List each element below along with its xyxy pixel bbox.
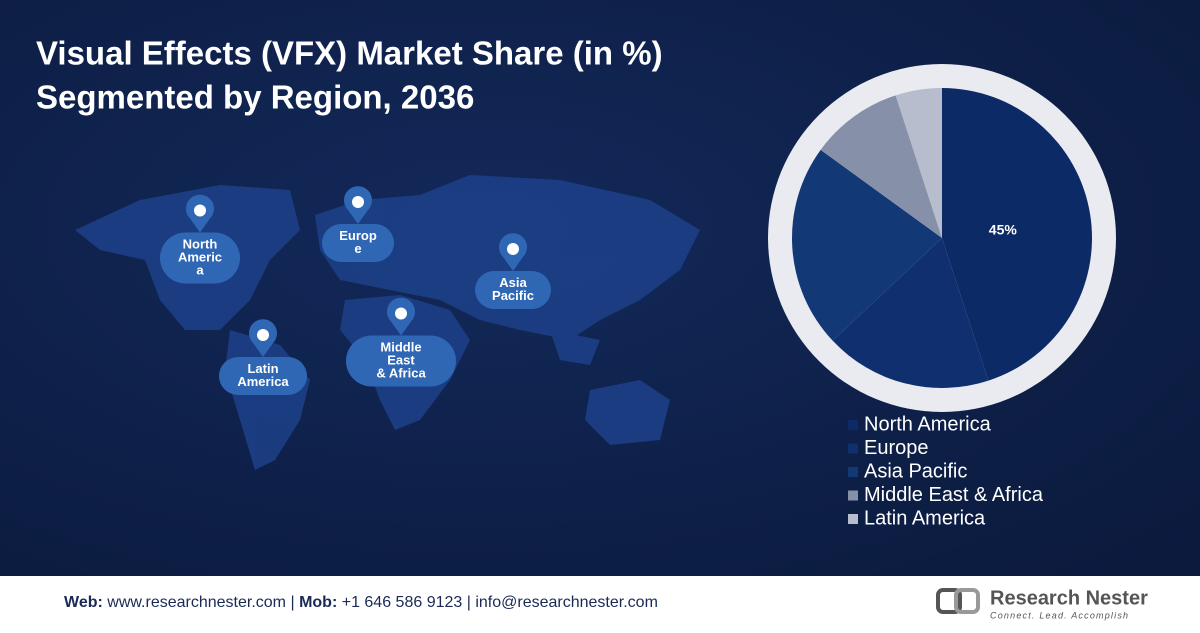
- title: Visual Effects (VFX) Market Share (in %): [36, 35, 663, 72]
- map-pin-dot: [395, 307, 407, 320]
- footer-contact: Web: www.researchnester.com | Mob: +1 64…: [64, 594, 658, 611]
- map-label-text: & Africa: [376, 365, 426, 380]
- map-label-text: a: [196, 262, 204, 277]
- map-label-box: [322, 224, 394, 262]
- logo-icon: [936, 588, 962, 614]
- legend-label: Latin America: [864, 507, 986, 529]
- map-pin-dot: [257, 329, 269, 341]
- map-label-box: [475, 271, 551, 309]
- pie-slice: [820, 95, 942, 238]
- web: www.researchnester.com: [106, 594, 286, 611]
- pie-slice: [895, 88, 942, 238]
- map-label-text: Pacific: [492, 288, 534, 303]
- logo-text: Research Nester: [990, 587, 1148, 609]
- mob-label: Mob:: [299, 594, 337, 611]
- map-label-text: Latin: [247, 361, 278, 376]
- legend-swatch: [848, 514, 858, 524]
- map-label-text: Europ: [339, 228, 377, 243]
- web-label: Web:: [64, 594, 103, 611]
- pie-slice: [792, 149, 942, 341]
- pie-slice: [942, 88, 1093, 381]
- legend-swatch: [848, 467, 858, 477]
- map-label-text: East: [387, 352, 415, 367]
- legend-swatch: [848, 420, 858, 430]
- map-label: Europe: [322, 186, 394, 262]
- pie-slice: [832, 238, 989, 388]
- logo-tagline: Connect. Lead. Accomplish: [990, 610, 1129, 620]
- legend-swatch: [848, 443, 858, 454]
- data-label: 45%: [989, 222, 1018, 238]
- map-label-text: e: [354, 241, 361, 256]
- mob: +1 646 586 9123: [342, 594, 463, 611]
- logo: Research Nester Connect. Lead. Accomplis…: [936, 587, 1148, 620]
- sep: |: [467, 594, 471, 611]
- legend-label: North America: [864, 413, 992, 435]
- legend-label: Middle East & Africa: [864, 484, 1044, 506]
- map-label-text: Americ: [178, 249, 222, 264]
- legend-swatch: [848, 490, 858, 501]
- map-label-text: America: [237, 374, 289, 389]
- map-label-box: [219, 357, 307, 395]
- logo-icon: [954, 588, 980, 614]
- subtitle: Segmented by Region, 2036: [36, 79, 474, 116]
- legend-label: Asia Pacific: [864, 460, 967, 482]
- map-label-text: Asia: [499, 275, 527, 290]
- map-label-box: [160, 232, 240, 284]
- map-pin-dot: [352, 196, 364, 208]
- map-label-box: [346, 335, 456, 387]
- email: info@researchnester.com: [475, 594, 658, 611]
- map-pin-dot: [194, 204, 206, 217]
- map-label-text: Middle: [380, 339, 421, 354]
- sep: |: [290, 594, 294, 611]
- footer-bar: [0, 576, 1200, 628]
- map-pin-dot: [507, 243, 519, 255]
- map-label-text: North: [183, 236, 218, 251]
- legend-label: Europe: [864, 437, 929, 459]
